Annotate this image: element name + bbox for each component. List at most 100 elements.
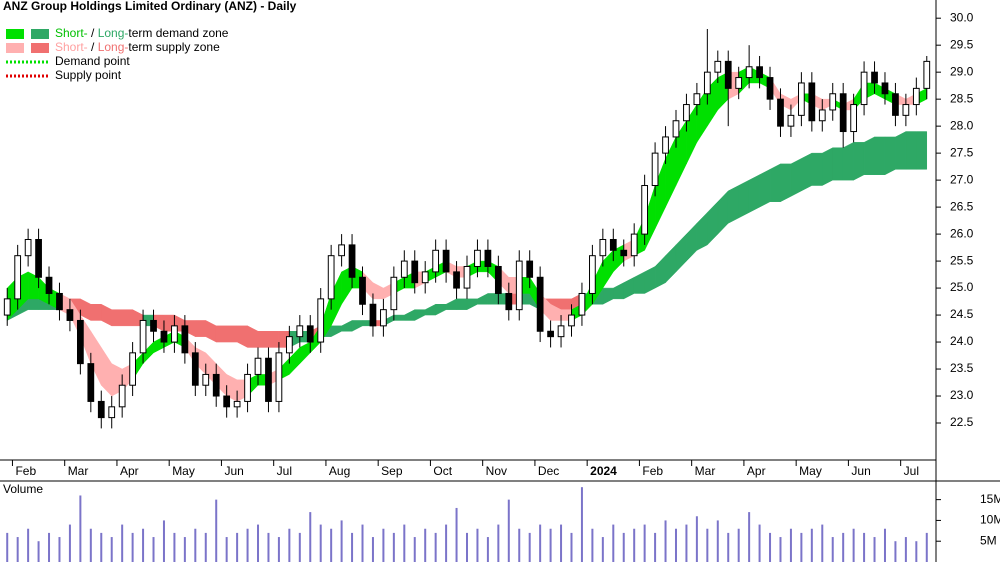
candle-body xyxy=(327,255,335,300)
volume-bar xyxy=(121,524,124,562)
volume-bar xyxy=(800,532,803,562)
long-zone-segment xyxy=(884,136,896,176)
candles xyxy=(3,28,931,429)
volume-bar xyxy=(319,524,322,562)
legend-text-part: Demand point xyxy=(55,54,130,68)
x-tick-label: Sep xyxy=(381,464,403,478)
volume-bar xyxy=(351,532,354,562)
candle-body xyxy=(547,330,554,338)
x-tick-label: Mar xyxy=(68,464,89,478)
volume-bar xyxy=(152,537,155,562)
candle-body xyxy=(589,255,596,294)
y-tick-label: 27.0 xyxy=(950,172,974,186)
candle-body xyxy=(630,233,638,257)
volume-bar xyxy=(183,537,186,562)
x-tick-label: Oct xyxy=(433,464,452,478)
x-tick-label: Jul xyxy=(904,464,919,478)
legend-text-part: Short- xyxy=(55,26,88,40)
volume-bar xyxy=(27,528,30,562)
legend-text: Demand point xyxy=(55,54,130,68)
x-tick-label: Nov xyxy=(486,464,507,478)
candle-body xyxy=(860,71,868,106)
legend-text-part: term demand zone xyxy=(128,26,228,40)
legend-text-part: / xyxy=(88,40,98,54)
candle-body xyxy=(620,249,628,257)
volume-bar xyxy=(789,528,792,562)
candle-body xyxy=(798,82,805,116)
volume-bar xyxy=(236,532,239,562)
legend-text-part: Short- xyxy=(55,40,88,54)
candle-body xyxy=(212,373,220,397)
long-zone-segment xyxy=(226,325,238,343)
volume-bar xyxy=(382,528,385,562)
legend-text-part: Long- xyxy=(98,40,129,54)
candle-body xyxy=(892,93,899,116)
long-zone-segment xyxy=(121,309,133,327)
volume-bar xyxy=(68,524,71,562)
long-zone-segment xyxy=(27,298,39,310)
candle-body xyxy=(24,238,32,257)
candle-body xyxy=(463,265,471,289)
volume-tick-label: 10M xyxy=(980,513,1000,527)
x-tick-label: 2024 xyxy=(590,464,617,478)
volume-bar xyxy=(309,512,312,562)
candle-body xyxy=(285,336,293,354)
candle-body xyxy=(683,104,690,122)
volume-bar xyxy=(466,532,468,562)
candle-body xyxy=(912,87,920,106)
candle-body xyxy=(97,400,105,419)
volume-bar xyxy=(340,520,343,562)
candle-body xyxy=(735,77,743,89)
volume-panel: Volume xyxy=(3,482,928,562)
candle-body xyxy=(777,98,784,127)
long-zone-segment xyxy=(195,320,207,337)
candle-body xyxy=(233,400,241,408)
y-tick-label: 26.0 xyxy=(950,226,974,240)
candle-body xyxy=(348,244,356,278)
volume-tick-label: 15M xyxy=(980,492,1000,506)
long-zone-segment xyxy=(905,131,917,170)
candle-body xyxy=(881,82,889,95)
candle-body xyxy=(369,303,377,327)
candle-body xyxy=(108,406,116,419)
volume-bar xyxy=(842,532,845,562)
x-tick-label: Aug xyxy=(329,464,350,478)
volume-bar xyxy=(267,532,270,562)
y-tick-label: 25.5 xyxy=(950,253,974,267)
x-tick-label: Feb xyxy=(642,464,663,478)
long-zone-segment xyxy=(801,152,813,192)
volume-bar xyxy=(622,532,625,562)
volume-bar xyxy=(591,528,594,562)
x-tick-label: Feb xyxy=(15,464,36,478)
y-tick-label: 29.5 xyxy=(950,37,974,51)
volume-bar xyxy=(863,532,866,562)
long-zone-segment xyxy=(832,147,844,181)
y-tick-label: 28.0 xyxy=(950,118,974,132)
volume-bar xyxy=(16,537,19,562)
long-zone-segment xyxy=(487,293,499,305)
volume-bar xyxy=(727,532,730,562)
y-tick-label: 25.0 xyxy=(950,280,974,294)
candle-body xyxy=(66,309,74,321)
volume-bar xyxy=(664,520,667,562)
volume-bar xyxy=(737,528,740,562)
volume-bar xyxy=(612,524,615,562)
x-tick-label: Mar xyxy=(695,464,716,478)
x-tick-label: Dec xyxy=(538,464,559,478)
x-tick-label: Apr xyxy=(120,464,139,478)
y-tick-label: 27.5 xyxy=(950,145,974,159)
candle-body xyxy=(432,249,440,273)
legend-swatch xyxy=(31,43,49,53)
candle-body xyxy=(317,298,325,343)
long-zone-segment xyxy=(257,331,269,348)
volume-bar xyxy=(810,528,813,562)
volume-bar xyxy=(476,528,479,562)
long-zone-segment xyxy=(456,298,468,310)
candle-body xyxy=(641,185,649,235)
candle-body xyxy=(275,352,283,402)
candle-body xyxy=(494,265,502,294)
long-zone-segment xyxy=(727,185,739,224)
volume-bar xyxy=(748,512,751,562)
y-tick-label: 22.5 xyxy=(950,415,974,429)
